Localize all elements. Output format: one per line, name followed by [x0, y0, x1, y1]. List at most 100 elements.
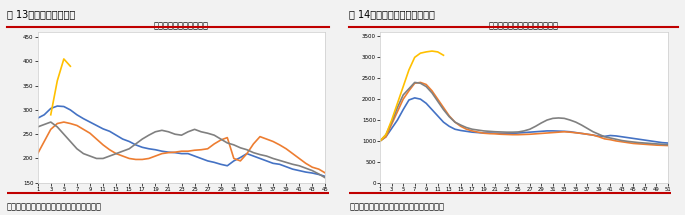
- Line: 2019年: 2019年: [380, 82, 668, 145]
- 2018年: [53, 122, 62, 125]
- 2017年: [203, 160, 212, 162]
- Legend: 2017年, 2018年, 2019年, 2020年: 2017年, 2018年, 2019年, 2020年: [88, 212, 275, 215]
- 2018年: [79, 128, 88, 131]
- 2020年: [66, 65, 75, 68]
- 2019年: [295, 164, 303, 167]
- 2017年: [119, 138, 127, 140]
- 2017年: [53, 105, 62, 107]
- 2017年: [47, 107, 55, 110]
- 2019年: [410, 81, 419, 84]
- 2017年: [86, 121, 94, 123]
- 2017年: [445, 125, 453, 128]
- 2018年: [145, 157, 153, 160]
- 2017年: [321, 175, 329, 178]
- 2018年: [138, 158, 147, 161]
- 2020年: [434, 51, 442, 53]
- 2018年: [125, 157, 134, 160]
- 2018年: [288, 152, 297, 155]
- 2019年: [60, 133, 68, 135]
- 2019年: [132, 143, 140, 145]
- 2019年: [242, 148, 251, 151]
- 2018年: [210, 143, 219, 145]
- 2017年: [34, 117, 42, 120]
- 2019年: [197, 131, 205, 133]
- 2019年: [86, 155, 94, 157]
- 2018年: [249, 143, 258, 145]
- 2018年: [197, 148, 205, 151]
- Line: 2018年: 2018年: [380, 82, 668, 146]
- 2017年: [151, 148, 160, 151]
- 2020年: [439, 54, 447, 57]
- Line: 2017年: 2017年: [38, 106, 325, 177]
- 2017年: [125, 140, 134, 143]
- 2019年: [210, 134, 219, 137]
- 2018年: [416, 81, 425, 84]
- 2018年: [445, 115, 453, 117]
- 2017年: [99, 127, 107, 130]
- 2018年: [262, 138, 271, 140]
- 2018年: [216, 139, 225, 141]
- 2019年: [119, 150, 127, 152]
- 2017年: [184, 152, 192, 155]
- 2019年: [664, 143, 672, 146]
- 2018年: [66, 122, 75, 125]
- 2019年: [40, 123, 49, 126]
- 2019年: [256, 153, 264, 156]
- 2018年: [60, 121, 68, 123]
- Title: 热轧板社会库存（万吨）: 热轧板社会库存（万吨）: [154, 21, 209, 30]
- 2018年: [295, 157, 303, 160]
- 2017年: [177, 152, 186, 155]
- 2020年: [60, 58, 68, 60]
- 2018年: [177, 150, 186, 152]
- 2018年: [164, 151, 173, 154]
- Text: 资料来源：钢联数据，华宝证券研究创新部: 资料来源：钢联数据，华宝证券研究创新部: [349, 202, 445, 211]
- 2018年: [572, 132, 580, 134]
- 2019年: [474, 129, 482, 131]
- 2018年: [112, 152, 121, 155]
- 2017年: [73, 114, 81, 116]
- 2020年: [416, 52, 425, 54]
- 2020年: [382, 133, 390, 136]
- 2017年: [468, 131, 476, 134]
- 2018年: [658, 144, 667, 147]
- 2018年: [376, 140, 384, 142]
- 2017年: [40, 114, 49, 116]
- 2019年: [177, 134, 186, 137]
- 2018年: [40, 140, 49, 143]
- 2017年: [112, 134, 121, 137]
- 2017年: [474, 131, 482, 134]
- 2020年: [405, 69, 413, 71]
- 2017年: [572, 131, 580, 134]
- 2018年: [474, 131, 482, 134]
- 2020年: [422, 51, 430, 53]
- Title: 五大品种钢材社会库存（万吨）: 五大品种钢材社会库存（万吨）: [489, 21, 559, 30]
- 2019年: [151, 131, 160, 133]
- 2019年: [125, 147, 134, 150]
- 2019年: [105, 155, 114, 157]
- 2019年: [262, 155, 271, 157]
- 2019年: [171, 133, 179, 135]
- 2017年: [60, 105, 68, 108]
- 2017年: [282, 165, 290, 168]
- Line: 2018年: 2018年: [38, 122, 325, 173]
- 2017年: [314, 173, 323, 176]
- 2019年: [79, 152, 88, 155]
- 2018年: [105, 148, 114, 151]
- 2018年: [132, 158, 140, 161]
- 2019年: [572, 121, 580, 123]
- 2019年: [184, 131, 192, 133]
- 2019年: [314, 173, 323, 175]
- 2018年: [308, 166, 316, 169]
- Text: 图 13：热轧板社会库存: 图 13：热轧板社会库存: [7, 9, 75, 19]
- 2017年: [269, 162, 277, 165]
- 2017年: [223, 164, 232, 167]
- 2017年: [664, 142, 672, 144]
- 2017年: [242, 152, 251, 155]
- 2018年: [158, 152, 166, 155]
- 2019年: [34, 126, 42, 128]
- 2019年: [282, 161, 290, 164]
- 2019年: [275, 159, 284, 162]
- 2018年: [282, 147, 290, 150]
- 2017年: [376, 140, 384, 142]
- 2017年: [295, 169, 303, 172]
